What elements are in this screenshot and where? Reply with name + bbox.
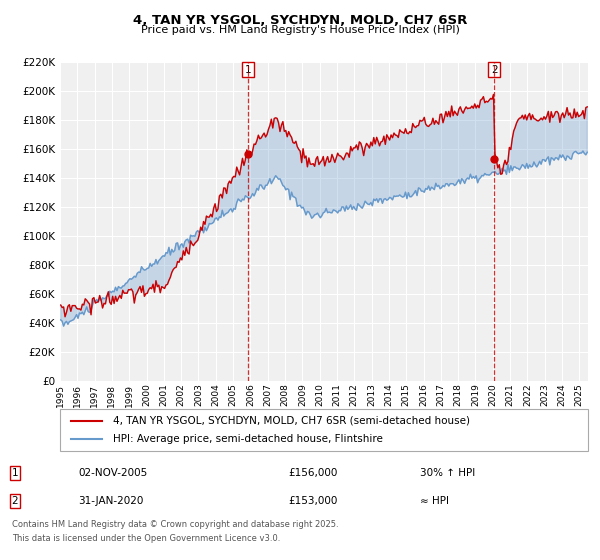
Text: 02-NOV-2005: 02-NOV-2005 (78, 468, 147, 478)
Text: ≈ HPI: ≈ HPI (420, 496, 449, 506)
Text: £153,000: £153,000 (288, 496, 337, 506)
Text: 2: 2 (491, 64, 497, 74)
Text: HPI: Average price, semi-detached house, Flintshire: HPI: Average price, semi-detached house,… (113, 434, 383, 444)
Text: 4, TAN YR YSGOL, SYCHDYN, MOLD, CH7 6SR (semi-detached house): 4, TAN YR YSGOL, SYCHDYN, MOLD, CH7 6SR … (113, 416, 470, 426)
Text: Price paid vs. HM Land Registry's House Price Index (HPI): Price paid vs. HM Land Registry's House … (140, 25, 460, 35)
Text: 2: 2 (11, 496, 19, 506)
FancyBboxPatch shape (60, 409, 588, 451)
Text: 1: 1 (244, 64, 251, 74)
Text: 1: 1 (11, 468, 19, 478)
Text: This data is licensed under the Open Government Licence v3.0.: This data is licensed under the Open Gov… (12, 534, 280, 543)
Text: Contains HM Land Registry data © Crown copyright and database right 2025.: Contains HM Land Registry data © Crown c… (12, 520, 338, 529)
Text: 4, TAN YR YSGOL, SYCHDYN, MOLD, CH7 6SR: 4, TAN YR YSGOL, SYCHDYN, MOLD, CH7 6SR (133, 14, 467, 27)
Text: 30% ↑ HPI: 30% ↑ HPI (420, 468, 475, 478)
Text: 31-JAN-2020: 31-JAN-2020 (78, 496, 143, 506)
Text: £156,000: £156,000 (288, 468, 337, 478)
